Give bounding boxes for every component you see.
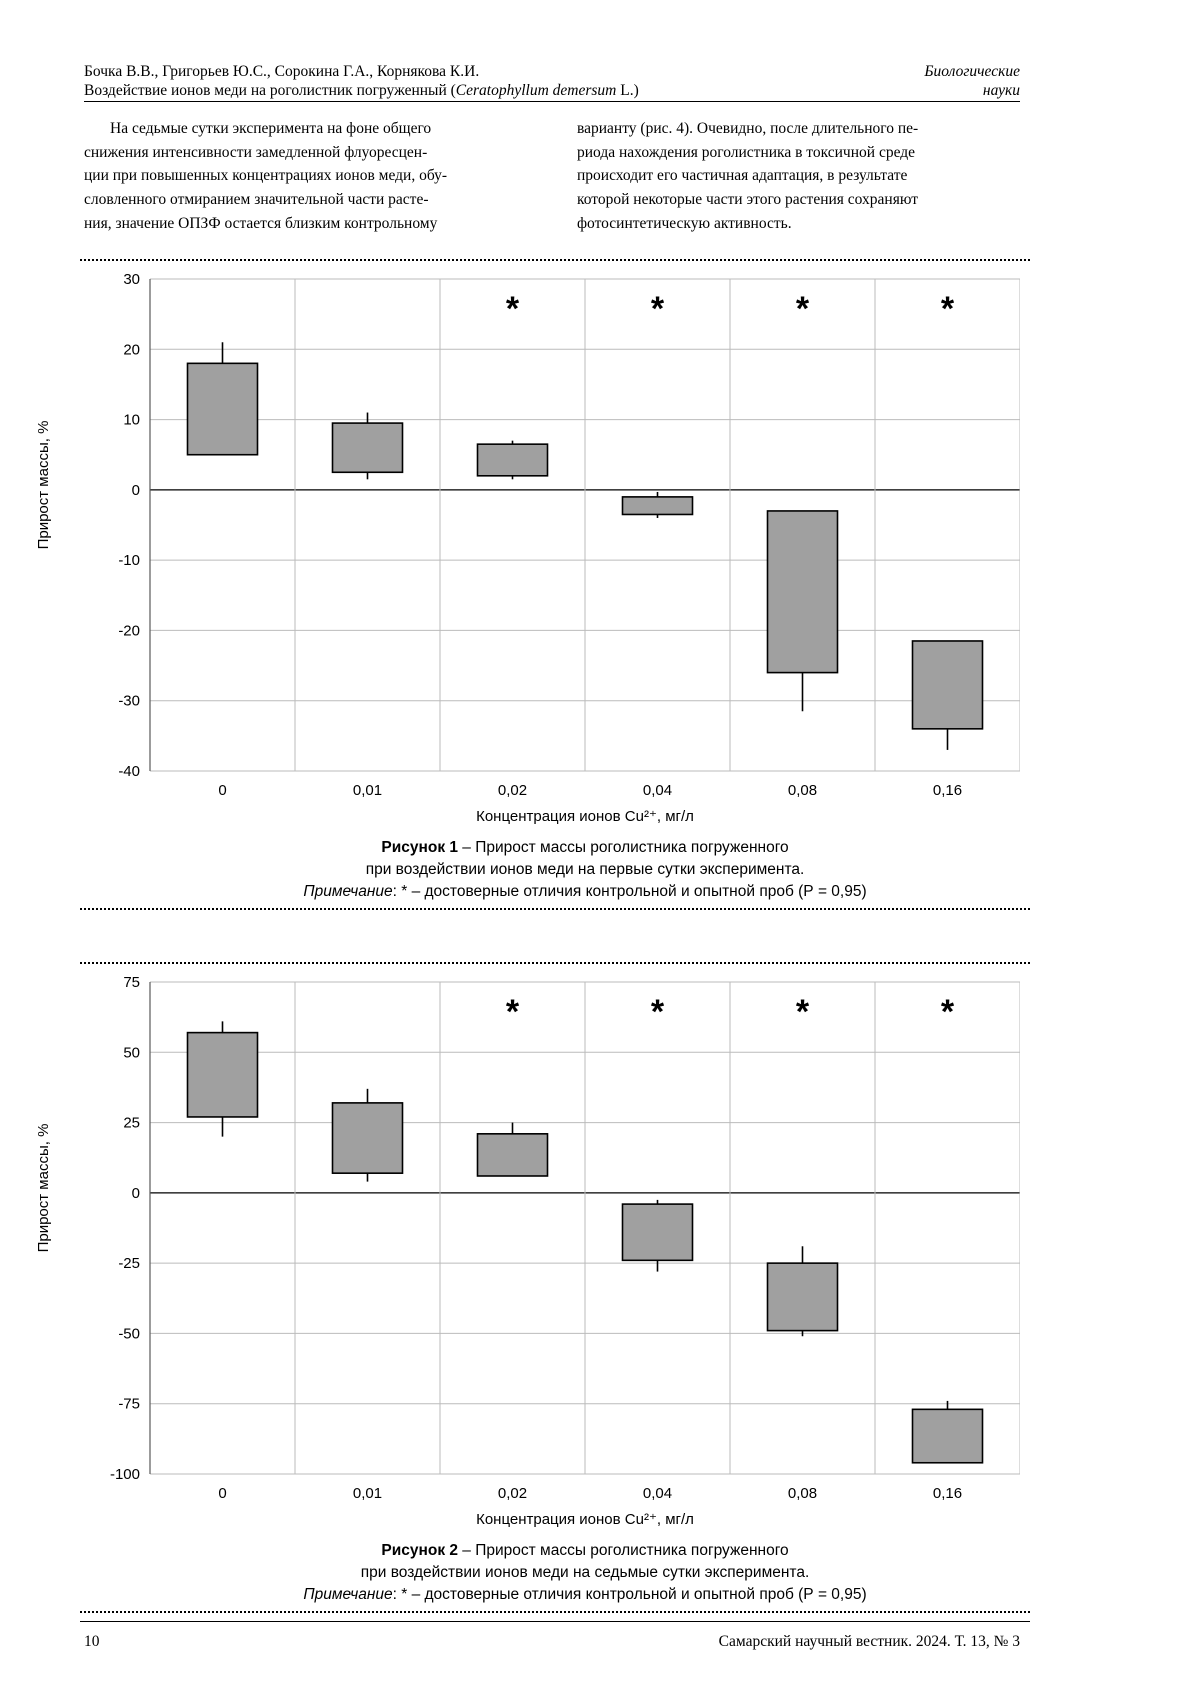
svg-text:0,01: 0,01 <box>353 782 382 799</box>
svg-text:0: 0 <box>132 1185 140 1202</box>
svg-text:0,08: 0,08 <box>788 782 817 799</box>
svg-text:*: * <box>796 290 810 328</box>
svg-text:-40: -40 <box>118 763 140 780</box>
svg-text:*: * <box>506 290 520 328</box>
svg-text:-20: -20 <box>118 622 140 639</box>
svg-text:0,02: 0,02 <box>498 1485 527 1502</box>
svg-text:*: * <box>941 993 955 1031</box>
svg-text:-50: -50 <box>118 1325 140 1342</box>
svg-text:0,16: 0,16 <box>933 782 962 799</box>
svg-text:0,04: 0,04 <box>643 1485 672 1502</box>
svg-text:75: 75 <box>123 977 140 991</box>
svg-text:*: * <box>506 993 520 1031</box>
svg-text:-10: -10 <box>118 552 140 569</box>
svg-text:0: 0 <box>132 482 140 499</box>
svg-text:0,16: 0,16 <box>933 1485 962 1502</box>
svg-text:*: * <box>941 290 955 328</box>
svg-text:10: 10 <box>123 412 140 429</box>
svg-text:50: 50 <box>123 1044 140 1061</box>
svg-text:*: * <box>651 993 665 1031</box>
svg-text:20: 20 <box>123 341 140 358</box>
svg-text:*: * <box>796 993 810 1031</box>
svg-text:*: * <box>651 290 665 328</box>
svg-text:0,04: 0,04 <box>643 782 672 799</box>
svg-text:-75: -75 <box>118 1396 140 1413</box>
svg-text:0,08: 0,08 <box>788 1485 817 1502</box>
svg-text:0: 0 <box>218 782 226 799</box>
svg-text:30: 30 <box>123 274 140 288</box>
svg-text:0,02: 0,02 <box>498 782 527 799</box>
svg-text:25: 25 <box>123 1115 140 1132</box>
svg-text:0,01: 0,01 <box>353 1485 382 1502</box>
svg-text:0: 0 <box>218 1485 226 1502</box>
svg-text:-25: -25 <box>118 1255 140 1272</box>
svg-text:-30: -30 <box>118 693 140 710</box>
svg-text:-100: -100 <box>110 1466 140 1483</box>
